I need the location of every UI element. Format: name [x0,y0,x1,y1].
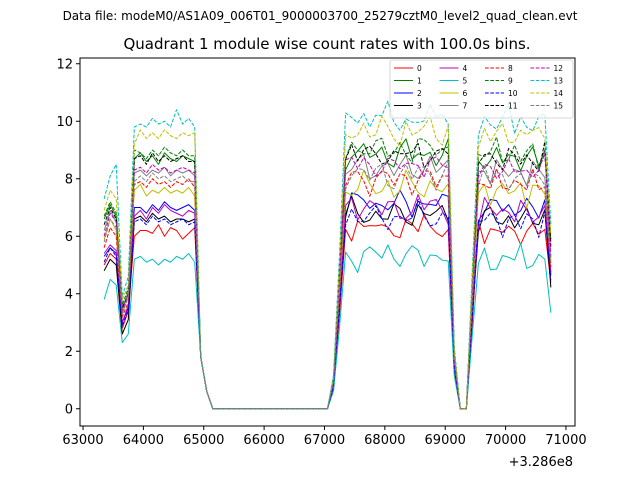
legend-box [389,59,574,119]
legend-label-12: 12 [554,64,564,73]
legend-label-6: 6 [463,89,468,98]
axes-frame [79,57,576,427]
y-tick-label: 10 [56,115,73,130]
x-tick-label: 63000 [62,433,103,448]
series-line-7 [103,153,552,410]
y-tick-label: 12 [56,57,73,72]
series-lines [103,100,552,410]
x-tick-label: 69000 [425,433,466,448]
legend-label-1: 1 [417,76,422,85]
x-tick-label: 66000 [243,433,284,448]
legend-label-4: 4 [463,64,468,73]
series-line-9 [103,136,552,410]
series-line-15 [103,161,552,410]
legend-label-13: 13 [554,76,564,85]
y-axis-ticks: 0 2 4 6 8 10 12 [56,57,80,417]
series-line-14 [103,115,552,410]
legend-label-2: 2 [417,89,422,98]
y-tick-label: 4 [65,287,73,302]
legend-label-11: 11 [508,101,518,110]
series-line-10 [103,198,552,410]
x-tick-label: 71000 [545,433,586,448]
legend-label-7: 7 [463,101,468,110]
legend-label-5: 5 [463,76,468,85]
series-line-5 [103,242,552,410]
y-tick-label: 6 [65,230,73,245]
series-line-6 [103,169,552,410]
x-tick-label: 65000 [183,433,224,448]
figure-suptitle: Data file: modeM0/AS1A09_006T01_90000037… [63,9,578,23]
series-line-4 [103,194,552,410]
series-line-12 [103,152,552,410]
legend-label-8: 8 [508,64,513,73]
legend-label-15: 15 [554,101,564,110]
series-line-1 [103,138,552,410]
chart-title: Quadrant 1 module wise count rates with … [123,35,530,53]
x-tick-label: 67000 [304,433,345,448]
y-tick-label: 2 [65,345,73,360]
series-line-2 [103,189,552,410]
x-axis-ticks: 63000 64000 65000 66000 67000 68000 69000 70000… [62,426,587,448]
x-tick-label: 64000 [123,433,164,448]
y-tick-label: 0 [65,402,73,417]
y-tick-label: 8 [65,172,73,187]
x-tick-label: 70000 [485,433,526,448]
x-offset-label: +3.286e8 [509,455,573,470]
legend-label-0: 0 [417,64,422,73]
legend-label-10: 10 [508,89,518,98]
legend-label-9: 9 [508,76,513,85]
legend-label-14: 14 [554,89,564,98]
series-line-8 [103,168,552,410]
series-line-13 [103,100,552,410]
plot-area: 63000 64000 65000 66000 67000 68000 69000 70000… [56,57,586,448]
series-line-0 [103,213,552,410]
x-tick-label: 68000 [364,433,405,448]
legend-label-3: 3 [417,101,422,110]
